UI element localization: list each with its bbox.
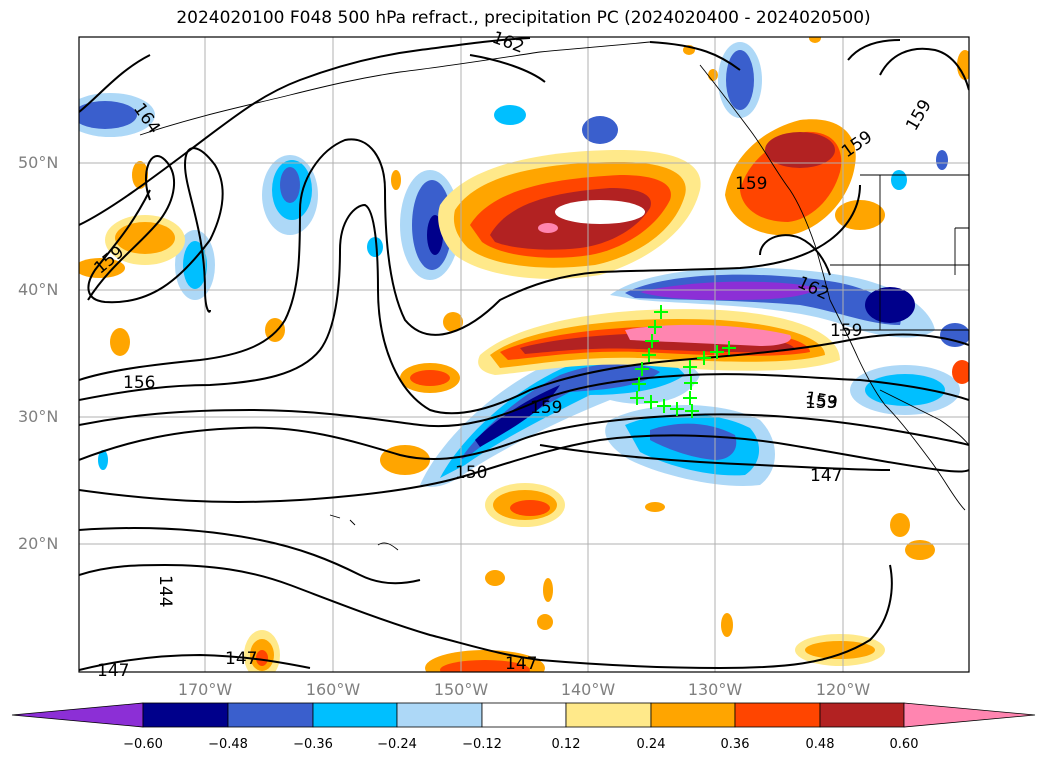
- lon-label: 130°W: [687, 680, 743, 699]
- contour-label: 147: [97, 661, 129, 681]
- lat-label: 50°N: [18, 153, 59, 172]
- lat-label: 40°N: [18, 280, 59, 299]
- colorbar-tick-label: −0.24: [377, 737, 417, 752]
- lon-label: 140°W: [560, 680, 616, 699]
- colorbar-tick-label: 0.48: [805, 737, 835, 752]
- contour-label: 147: [225, 649, 257, 669]
- map-title: 2024020100 F048 500 hPa refract., precip…: [176, 8, 871, 28]
- colorbar: [11, 702, 1036, 728]
- lon-label: 170°W: [177, 680, 233, 699]
- contour-label: 162: [489, 28, 526, 58]
- lat-label: 20°N: [18, 534, 59, 553]
- contour-label: 159: [735, 174, 767, 194]
- colorbar-tick-label: −0.36: [293, 737, 333, 752]
- colorbar-tick-label: −0.60: [123, 737, 163, 752]
- map-frame: [78, 36, 970, 673]
- contour-label: 159: [830, 321, 862, 341]
- contour-label: 144: [155, 575, 175, 607]
- contour-label: 159: [902, 96, 936, 134]
- lon-label: 120°W: [815, 680, 871, 699]
- lat-label: 30°N: [18, 407, 59, 426]
- colorbar-extend-high: [903, 702, 1036, 728]
- contour-label: 147: [810, 466, 842, 486]
- contour-label: 147: [505, 654, 537, 674]
- colorbar-extend-low: [11, 702, 144, 728]
- colorbar-tick-label: 0.60: [889, 737, 919, 752]
- height-contours: [79, 37, 969, 671]
- contour-label: 153: [805, 393, 837, 413]
- colorbar-tick-label: 0.36: [720, 737, 750, 752]
- colorbar-tick-label: −0.12: [462, 737, 502, 752]
- colorbar-tick-label: −0.48: [208, 737, 248, 752]
- colorbar-tick-label: 0.24: [636, 737, 666, 752]
- contour-label: 156: [123, 373, 155, 393]
- marker-crosses: [630, 305, 736, 418]
- contour-label: 159: [530, 398, 562, 418]
- contour-label: 150: [455, 463, 487, 483]
- lon-label: 150°W: [433, 680, 489, 699]
- lon-label: 160°W: [305, 680, 361, 699]
- colorbar-tick-label: 0.12: [551, 737, 581, 752]
